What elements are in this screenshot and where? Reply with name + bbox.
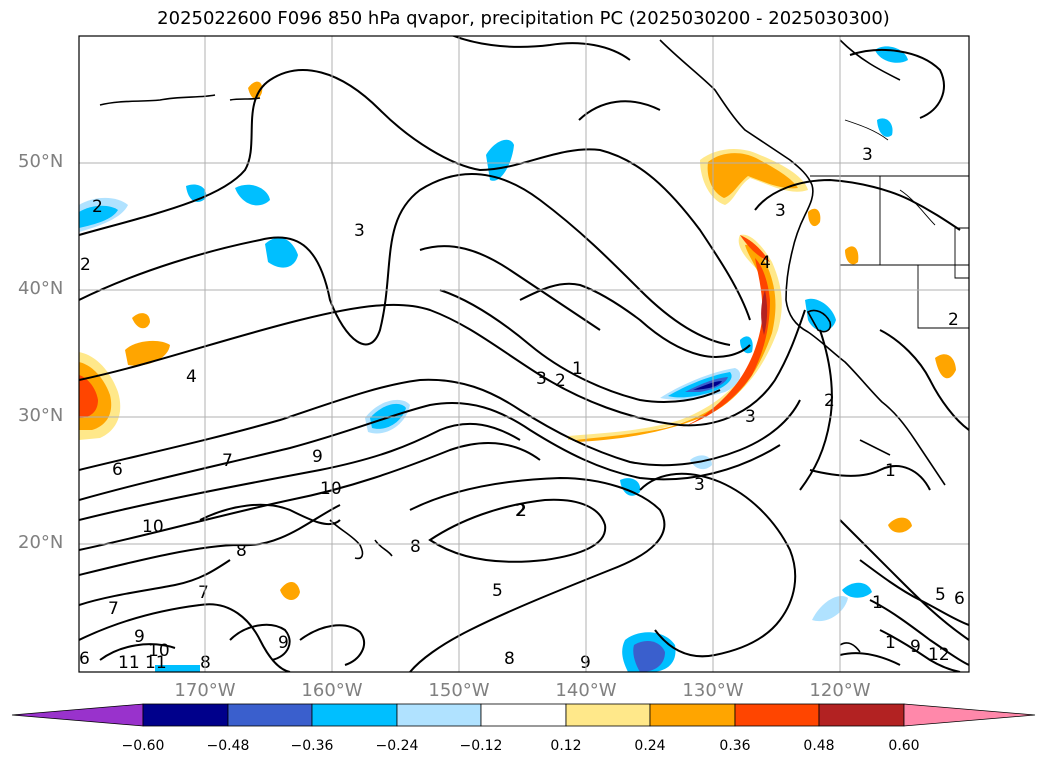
colorbar-segment bbox=[565, 703, 651, 727]
contour-label: 4 bbox=[186, 367, 197, 387]
colorbar-tick: −0.12 bbox=[459, 738, 503, 754]
colorbar-segment bbox=[142, 703, 229, 727]
contour-label: 6 bbox=[79, 649, 90, 669]
contour-label: 2 bbox=[515, 501, 526, 521]
contour-label: 2 bbox=[555, 371, 566, 391]
contour-label: 9 bbox=[312, 447, 323, 467]
coastline bbox=[99, 39, 946, 653]
contour-label: 3 bbox=[354, 221, 365, 241]
graticule bbox=[79, 36, 969, 672]
lat-label-50n: 50°N bbox=[18, 151, 64, 172]
contour-label: 8 bbox=[410, 537, 421, 557]
contour-label: 7 bbox=[108, 599, 119, 619]
contour-label: 6 bbox=[112, 460, 123, 480]
contour-label: 4 bbox=[760, 253, 771, 273]
colorbar-tick: −0.60 bbox=[121, 738, 165, 754]
contour-label: 11 bbox=[145, 653, 167, 673]
colorbar-tick: 0.12 bbox=[550, 738, 582, 754]
colorbar-tick: 0.36 bbox=[719, 738, 751, 754]
political-borders bbox=[810, 119, 969, 329]
map-frame bbox=[78, 35, 970, 673]
lat-label-40n: 40°N bbox=[18, 278, 64, 299]
contour-label: 1 bbox=[885, 633, 896, 653]
colorbar-extend-high bbox=[903, 703, 1036, 727]
contour-label: 9 bbox=[278, 633, 289, 653]
colorbar-tick: 0.60 bbox=[888, 738, 920, 754]
colorbar-segment bbox=[227, 703, 313, 727]
contour-label: 11 bbox=[118, 653, 140, 673]
contour-label: 7 bbox=[222, 451, 233, 471]
contour-label: 6 bbox=[954, 589, 965, 609]
contour-label: 3 bbox=[775, 201, 786, 221]
qvapor-contours bbox=[79, 36, 969, 672]
colorbar-tick: −0.24 bbox=[375, 738, 419, 754]
lon-label-150w: 150°W bbox=[428, 680, 490, 701]
lon-label-170w: 170°W bbox=[174, 680, 236, 701]
contour-label: 8 bbox=[504, 649, 515, 669]
lon-label-120w: 120°W bbox=[809, 680, 871, 701]
contour-label: 2 bbox=[80, 255, 91, 275]
colorbar-tick: −0.48 bbox=[206, 738, 250, 754]
contour-label: 1 bbox=[572, 359, 583, 379]
colorbar-tick: 0.24 bbox=[634, 738, 666, 754]
contour-label: 8 bbox=[236, 541, 247, 561]
colorbar-tick: 0.48 bbox=[803, 738, 835, 754]
contour-label: 9 bbox=[910, 637, 921, 657]
lat-label-20n: 20°N bbox=[18, 532, 64, 553]
contour-label: 2 bbox=[948, 310, 959, 330]
contour-label: 1 bbox=[885, 461, 896, 481]
contour-label: 2 bbox=[516, 501, 527, 521]
colorbar-extend-low bbox=[11, 703, 144, 727]
contour-label: 3 bbox=[536, 369, 547, 389]
contour-label: 12 bbox=[928, 645, 950, 665]
contour-label: 1 bbox=[872, 593, 883, 613]
contour-label: 9 bbox=[580, 653, 591, 673]
colorbar-segment bbox=[649, 703, 736, 727]
lat-label-30n: 30°N bbox=[18, 405, 64, 426]
contour-labels: 2 2 3 4 6 7 9 10 10 8 7 7 9 9 8 8 3 2 1 … bbox=[79, 145, 965, 673]
contour-label: 3 bbox=[862, 145, 873, 165]
colorbar-segment bbox=[734, 703, 820, 727]
colorbar-segment bbox=[480, 703, 567, 727]
map-title: 2025022600 F096 850 hPa qvapor, precipit… bbox=[157, 8, 890, 29]
contour-label: 10 bbox=[320, 479, 342, 499]
contour-label: 3 bbox=[694, 475, 705, 495]
colorbar bbox=[11, 703, 1036, 727]
colorbar-segment bbox=[396, 703, 482, 727]
lon-label-140w: 140°W bbox=[555, 680, 617, 701]
contour-label: 5 bbox=[935, 585, 946, 605]
contour-label: 7 bbox=[198, 583, 209, 603]
contour-label: 2 bbox=[824, 391, 835, 411]
colorbar-segment bbox=[818, 703, 905, 727]
lon-label-160w: 160°W bbox=[301, 680, 363, 701]
colorbar-segment bbox=[311, 703, 398, 727]
contour-label: 2 bbox=[92, 197, 103, 217]
contour-label: 10 bbox=[142, 517, 164, 537]
colorbar-tick: −0.36 bbox=[290, 738, 334, 754]
lon-label-130w: 130°W bbox=[682, 680, 744, 701]
contour-label: 9 bbox=[134, 627, 145, 647]
contour-label: 5 bbox=[492, 581, 503, 601]
contour-label: 10 bbox=[148, 641, 170, 661]
